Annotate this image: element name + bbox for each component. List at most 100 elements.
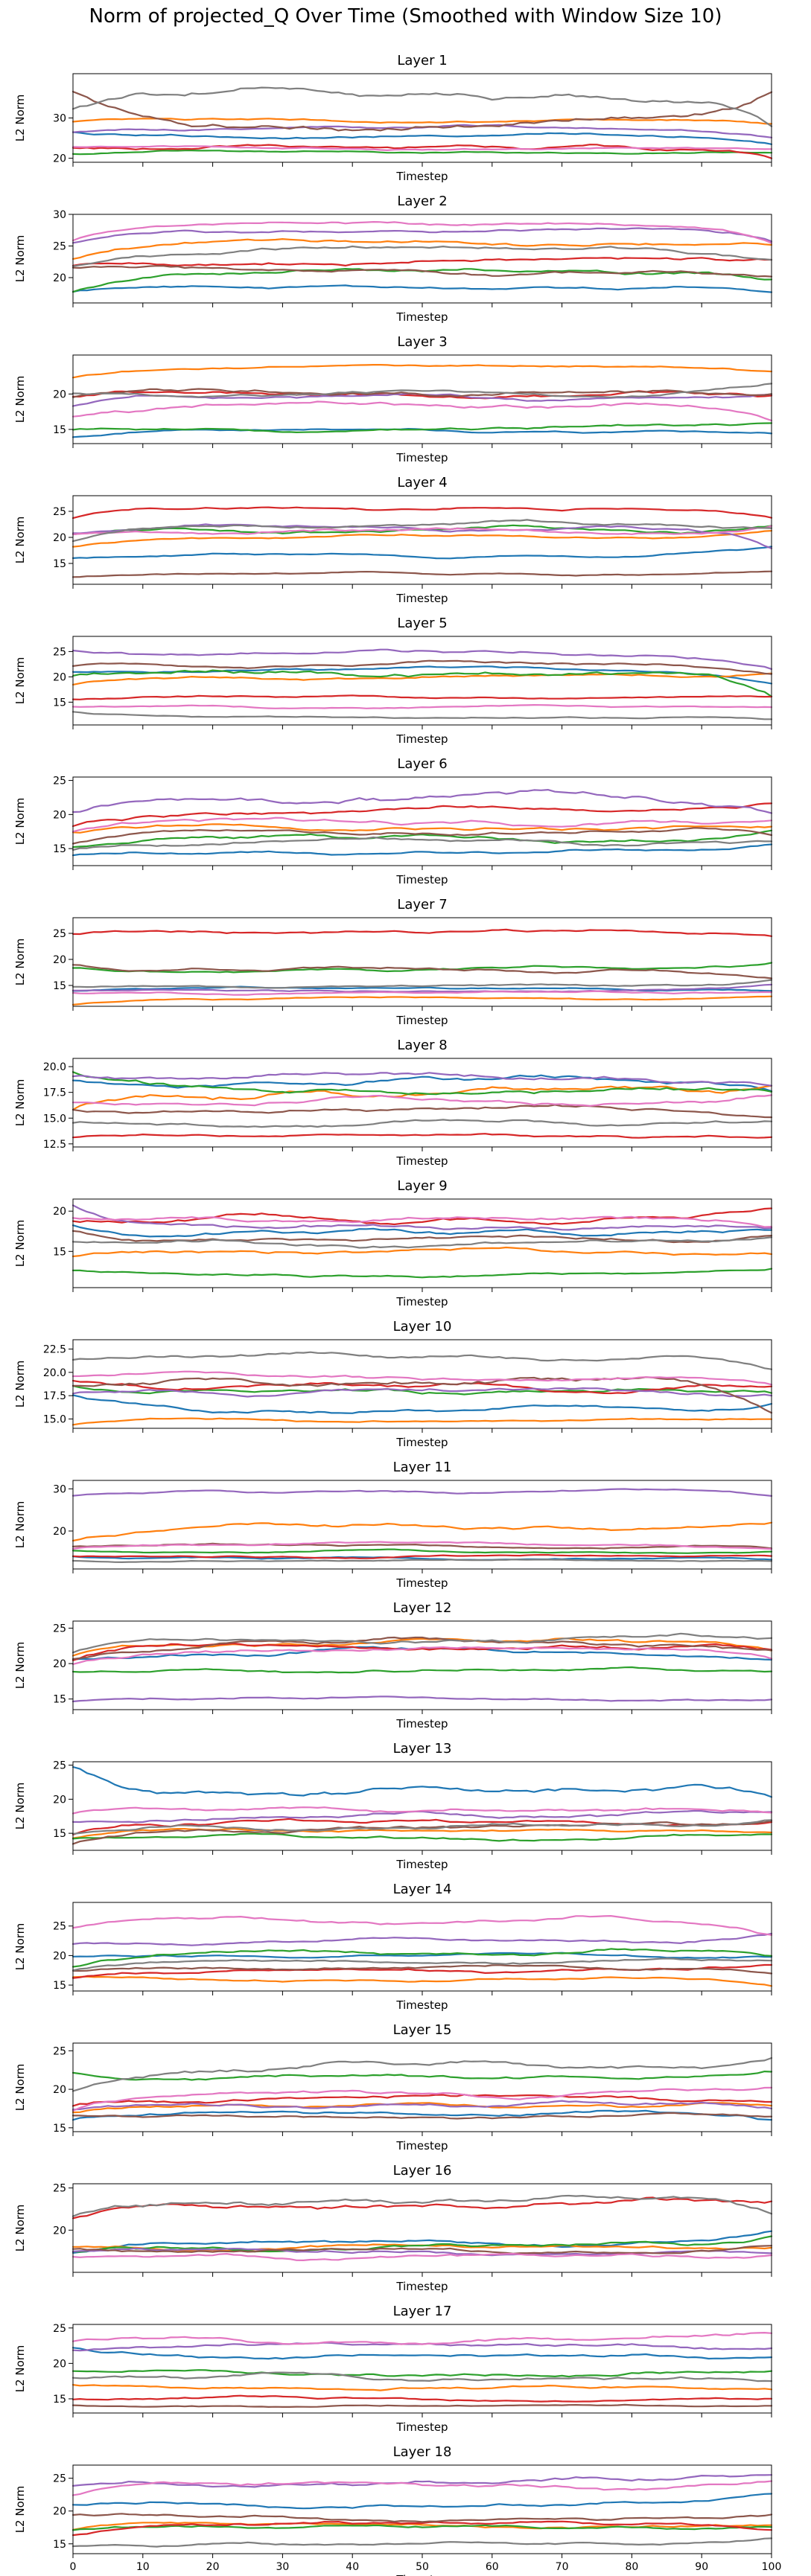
axes-frame: [72, 636, 772, 726]
series-line: [71, 2474, 773, 2488]
layer-panel: Layer 1 20 30 Timestep L2 Norm: [13, 53, 773, 183]
y-tick-label: 25: [53, 2183, 66, 2195]
y-tick-label: 25: [53, 2323, 66, 2335]
y-axis-label: L2 Norm: [13, 1079, 27, 1127]
y-tick-label: 20: [53, 2225, 66, 2237]
series-line: [71, 1957, 773, 1972]
y-axis-label: L2 Norm: [13, 2486, 27, 2534]
series-line: [71, 985, 773, 992]
y-tick-label: 20: [53, 809, 66, 821]
y-tick-label: 15: [53, 843, 66, 855]
y-axis-label: L2 Norm: [13, 1220, 27, 1268]
y-tick-label: 25: [53, 1760, 66, 1772]
series-line: [71, 144, 773, 159]
series-line: [71, 1964, 773, 1975]
y-tick-label: 25: [53, 928, 66, 940]
y-tick-label: 25: [53, 646, 66, 658]
layer-panel: Layer 9 15 20 Timestep L2 Norm: [13, 1178, 773, 1308]
y-tick-label: 20: [53, 1658, 66, 1670]
series-line: [71, 1827, 773, 1839]
axes-frame: [72, 1058, 772, 1148]
axes-frame: [72, 2464, 772, 2554]
panel-title: Layer 13: [393, 1741, 452, 1757]
series-line: [71, 1642, 773, 1661]
y-tick-label: 25: [53, 776, 66, 787]
x-axis-label: Timestep: [395, 2280, 448, 2293]
x-axis-label: Timestep: [395, 1576, 448, 1590]
y-axis-label: L2 Norm: [13, 2064, 27, 2112]
axes-frame: [72, 2042, 772, 2132]
series-line: [71, 1556, 773, 1561]
panel-title: Layer 11: [393, 1460, 452, 1475]
series-line: [71, 827, 773, 845]
x-axis-label: Timestep: [395, 2420, 448, 2434]
series-line: [71, 2071, 773, 2081]
y-tick-label: 25: [53, 1623, 66, 1635]
series-line: [71, 843, 773, 857]
x-axis-label: Timestep: [395, 451, 448, 464]
y-axis-label: L2 Norm: [13, 1783, 27, 1830]
series-line: [71, 2245, 773, 2254]
series-line: [71, 525, 773, 536]
series-line: [71, 669, 773, 697]
y-tick-label: 15: [53, 1246, 66, 1258]
panel-title: Layer 18: [393, 2444, 452, 2460]
series-line: [71, 257, 773, 266]
y-tick-label: 15: [53, 980, 66, 992]
series-line: [71, 1521, 773, 1542]
y-tick-label: 20: [53, 2084, 66, 2096]
series-line: [71, 2196, 773, 2219]
series-line: [71, 1207, 773, 1226]
series-line: [71, 2347, 773, 2360]
x-axis-label: Timestep: [395, 1998, 448, 2012]
series-line: [71, 983, 773, 993]
x-tick-label: 90: [695, 2561, 708, 2573]
series-line: [71, 2094, 773, 2107]
series-line: [71, 1559, 773, 1563]
series-line: [71, 928, 773, 937]
series-line: [71, 2332, 773, 2345]
series-line: [71, 506, 773, 520]
panel-title: Layer 7: [397, 897, 447, 913]
layer-panel: Layer 15 15 20 25 Timestep L2 Norm: [13, 2022, 773, 2152]
series-line: [71, 995, 773, 1006]
series-line: [71, 1072, 773, 1087]
y-axis-label: L2 Norm: [13, 2345, 27, 2393]
series-line: [71, 364, 773, 379]
series-line: [71, 1806, 773, 1815]
panel-title: Layer 3: [397, 334, 447, 350]
x-axis-label: Timestep: [395, 1014, 448, 1027]
series-line: [71, 2086, 773, 2112]
series-line: [71, 1417, 773, 1426]
series-line: [71, 1351, 773, 1370]
series-line: [71, 227, 773, 244]
series-line: [71, 1832, 773, 1842]
x-tick-label: 100: [762, 2561, 782, 2573]
series-line: [71, 1268, 773, 1279]
series-line: [71, 1541, 773, 1550]
x-tick-label: 70: [556, 2561, 569, 2573]
series-line: [71, 1666, 773, 1674]
series-line: [71, 2520, 773, 2537]
layer-panel: Layer 11 20 30 Timestep L2 Norm: [13, 1460, 773, 1590]
x-tick-label: 80: [625, 2561, 638, 2573]
series-line: [71, 789, 773, 814]
y-tick-label: 20: [53, 272, 66, 284]
series-line: [71, 2403, 773, 2408]
layer-panel: Layer 7 15 20 25 Timestep L2 Norm: [13, 897, 773, 1027]
x-tick-label: 40: [346, 2561, 359, 2573]
series-line: [71, 1952, 773, 1959]
y-tick-label: 25: [53, 2045, 66, 2057]
series-line: [71, 265, 773, 278]
y-tick-label: 20.0: [43, 1367, 66, 1379]
panel-title: Layer 9: [397, 1178, 447, 1194]
series-line: [71, 823, 773, 834]
y-tick-label: 25: [53, 506, 66, 518]
x-axis-label: Timestep: [395, 2139, 448, 2152]
y-tick-label: 17.5: [43, 1087, 66, 1099]
layer-panel: Layer 2 20 25 30 Timestep L2 Norm: [13, 194, 773, 324]
y-tick-label: 20: [53, 1206, 66, 1218]
series-line: [71, 1071, 773, 1096]
y-tick-label: 12.5: [43, 1139, 66, 1151]
layer-panel: Layer 12 15 20 25 Timestep L2 Norm: [13, 1600, 773, 1730]
